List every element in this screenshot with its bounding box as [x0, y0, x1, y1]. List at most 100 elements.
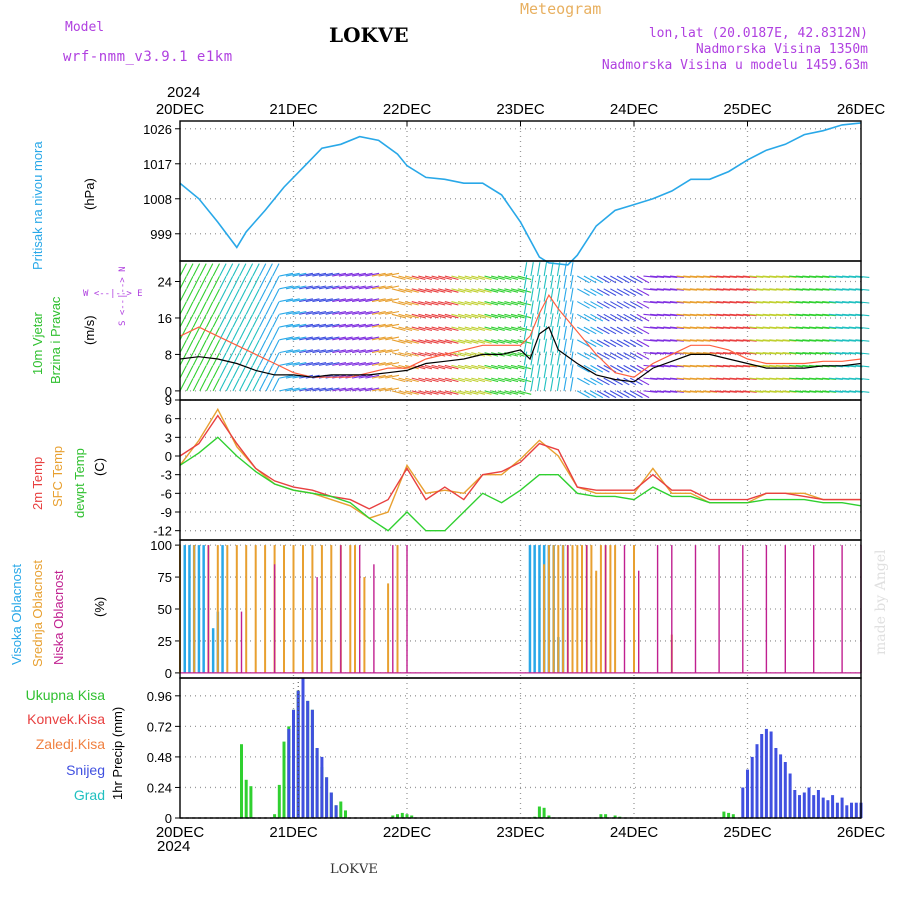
wind-barb	[365, 285, 380, 290]
mid-cloud-bar	[349, 545, 352, 673]
high-cloud-bar	[183, 545, 186, 673]
wind-barb	[576, 352, 590, 360]
wind-barb	[199, 365, 207, 379]
wind-barb	[192, 365, 201, 379]
wind-barb	[285, 362, 300, 366]
low-cloud-bar	[316, 577, 318, 673]
wind-barb	[683, 275, 698, 278]
wind-barb	[669, 364, 684, 368]
wind-barb	[663, 377, 678, 381]
wind-barb	[749, 352, 764, 355]
wind-barb	[762, 339, 777, 342]
wind-barb	[543, 274, 548, 289]
snow-bar	[812, 795, 816, 818]
wind-barb	[828, 313, 843, 317]
wind-barb	[305, 362, 320, 366]
wind-mean-line	[179, 326, 862, 383]
mid-cloud-bar	[235, 545, 238, 673]
wind-barb	[371, 374, 386, 379]
wind-barb	[225, 352, 234, 366]
wind-barb	[536, 274, 541, 289]
wind-barb	[338, 387, 353, 392]
wind-barb	[663, 288, 678, 291]
wind-barb	[245, 288, 254, 302]
wind-barb	[563, 351, 567, 366]
wind-barb	[683, 364, 698, 368]
wind-barb	[299, 336, 314, 341]
wind-barb	[497, 313, 512, 319]
wind-barb	[656, 275, 671, 278]
wind-barb	[842, 326, 857, 330]
wind-barb	[510, 301, 525, 306]
wind-barb	[444, 364, 459, 370]
wind-barb	[536, 338, 541, 353]
wind-barb	[828, 301, 843, 304]
wind-barb	[279, 323, 294, 328]
wind-barb	[385, 298, 400, 303]
wind-barb	[775, 339, 790, 342]
wind-barb	[643, 301, 658, 304]
high-cloud-bar	[202, 545, 205, 673]
wind-barb	[411, 313, 426, 319]
wind-barb	[312, 387, 327, 392]
snow-bar	[802, 792, 806, 818]
wind-barb	[272, 339, 280, 353]
wind-barb	[769, 364, 784, 368]
wind-barb	[536, 262, 541, 277]
wind-barb	[471, 339, 486, 344]
wind-barb	[272, 301, 280, 315]
wind-barb	[590, 326, 604, 335]
wind-barb	[398, 313, 413, 319]
wind-barb	[497, 339, 512, 344]
wind-barb	[371, 387, 386, 392]
wind-barb	[689, 339, 704, 342]
snow-bar	[329, 792, 333, 818]
wind-barb	[418, 326, 433, 332]
wind-barb	[504, 390, 519, 395]
wind-barb	[523, 351, 528, 366]
wind-barb	[696, 275, 711, 278]
wind-barb	[444, 301, 459, 306]
wind-barb	[769, 339, 784, 342]
wind-barb	[729, 275, 744, 278]
wind-barb	[205, 365, 214, 379]
rain-bar	[344, 810, 347, 818]
low-cloud-bar	[406, 545, 408, 673]
wind-barb	[305, 298, 320, 303]
wind-barb	[491, 377, 505, 383]
wind-barb	[669, 301, 684, 304]
wind-barb	[352, 310, 367, 315]
wind-barb	[438, 377, 452, 383]
wind-barb	[504, 326, 519, 332]
wind-barb	[352, 285, 367, 290]
wind-barb	[186, 314, 194, 328]
wind-barb	[815, 326, 830, 330]
wind-barb	[696, 390, 711, 393]
wind-barb	[742, 364, 757, 368]
day-label-top: 25DEC	[723, 101, 772, 118]
wind-barb	[305, 349, 320, 354]
wind-barb	[325, 285, 340, 290]
wind-barb	[186, 352, 194, 366]
wind-barb	[464, 377, 479, 383]
wind-barb	[205, 339, 214, 353]
wind-barb	[258, 263, 267, 277]
wind-barb	[365, 374, 380, 379]
wind-barb	[543, 300, 548, 315]
wind-barb	[444, 390, 459, 395]
wind-barb	[510, 275, 525, 281]
wind-barb	[510, 288, 525, 293]
wind-barb	[404, 275, 419, 281]
mid-cloud-bar	[283, 545, 285, 673]
low-cloud-bar	[392, 545, 394, 673]
wind-barb	[510, 326, 525, 332]
wind-barb	[702, 288, 718, 291]
wind-barb	[536, 351, 541, 366]
wind-barb	[325, 362, 340, 366]
wind-barb	[279, 336, 294, 341]
low-cloud-bar	[604, 545, 607, 673]
wind-barb	[352, 323, 367, 328]
wind-barb	[795, 301, 810, 304]
wind-barb	[484, 313, 499, 319]
wind-barb	[536, 364, 541, 379]
